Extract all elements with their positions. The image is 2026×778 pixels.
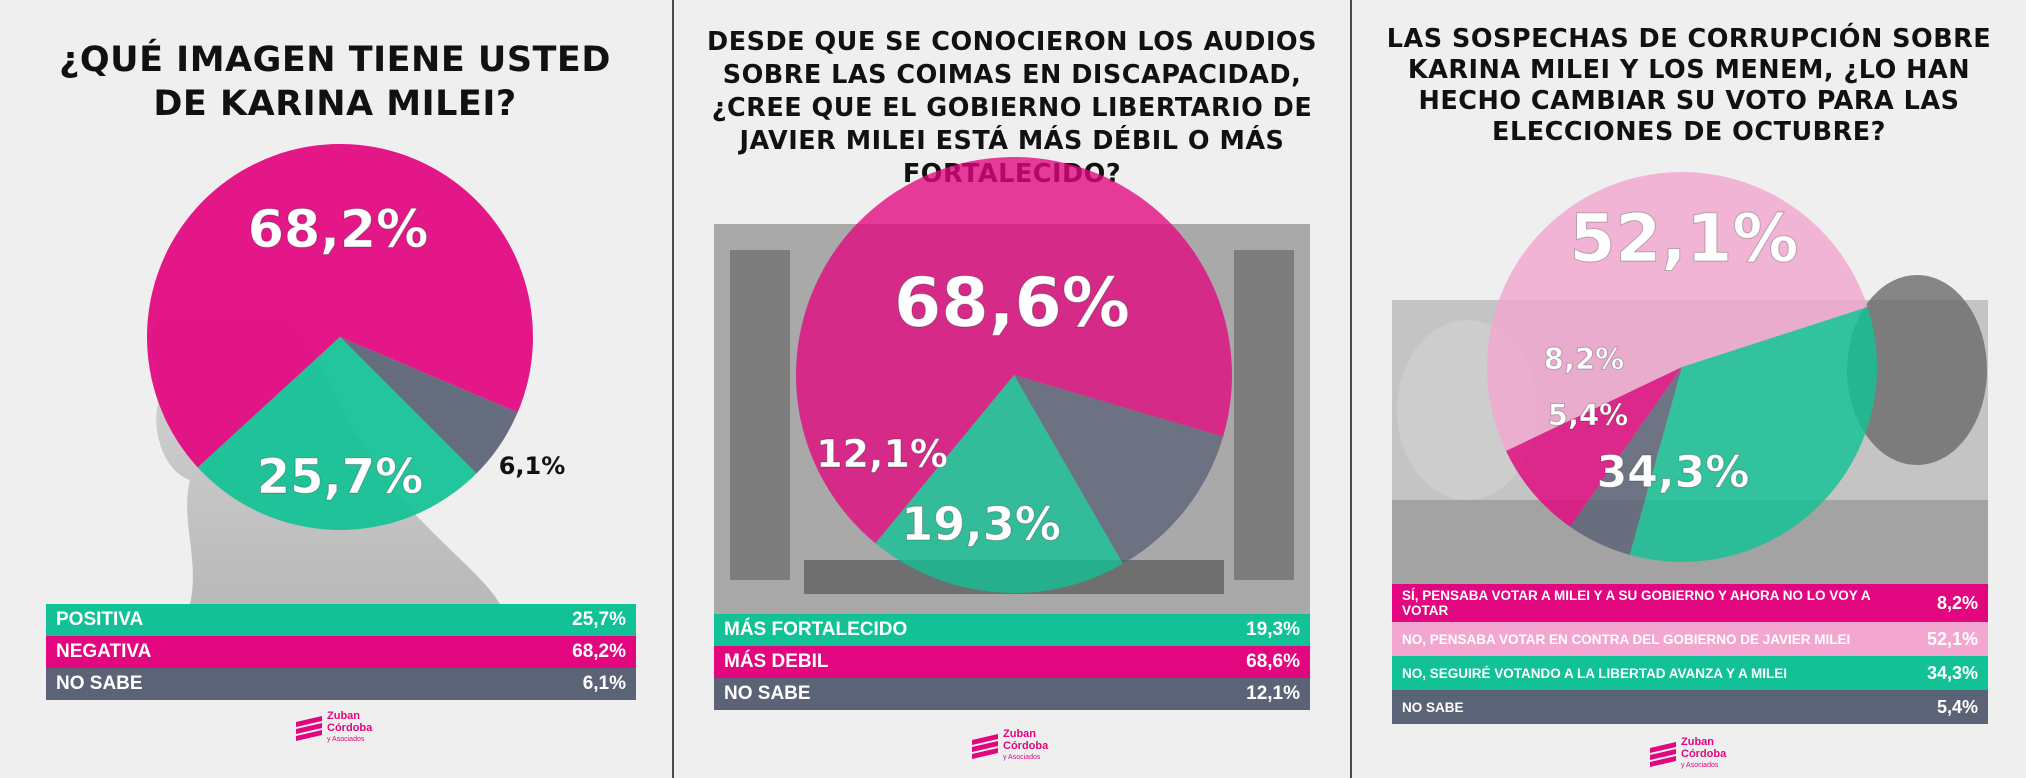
legend-row-no-sabe: NO SABE 6,1% xyxy=(46,668,636,700)
logo-line1: Zuban xyxy=(1681,736,1714,748)
data-label-1: 19,3% xyxy=(901,497,1061,551)
data-label-2: 68,2% xyxy=(248,200,428,260)
pie-slices xyxy=(1487,171,1877,563)
pie-chart: 19,3% 68,6% 12,1% xyxy=(714,157,1310,614)
logo-line2: Córdoba xyxy=(327,722,373,734)
zuban-cordoba-logo: Zuban Córdoba y Asociados xyxy=(1650,736,1726,772)
pie-slices xyxy=(795,157,1232,593)
legend-label: NO, SEGUIRÉ VOTANDO A LA LIBERTAD AVANZA… xyxy=(1402,665,1788,681)
legend-value: 52,1% xyxy=(1926,628,1978,649)
data-label-1: 25,7% xyxy=(257,449,424,505)
pie-slice-2 xyxy=(146,143,533,468)
legend-value: 68,6% xyxy=(1246,651,1300,672)
panel-divider xyxy=(672,0,674,778)
legend-row-si-cambia: SÍ, PENSABA VOTAR A MILEI Y A SU GOBIERN… xyxy=(1392,584,1988,622)
pie-slices xyxy=(146,143,533,530)
logo-stripes-icon xyxy=(296,716,322,741)
logo-line3: y Asociados xyxy=(1681,762,1719,769)
legend-value: 5,4% xyxy=(1936,696,1978,717)
legend-row-mas-debil: MÁS DEBIL 68,6% xyxy=(714,646,1310,678)
chart-title: LAS SOSPECHAS DE CORRUPCIÓN SOBRE KARINA… xyxy=(1386,24,1992,147)
legend-label: SÍ, PENSABA VOTAR A MILEI Y A SU GOBIERN… xyxy=(1402,588,1871,618)
logo-line1: Zuban xyxy=(1003,728,1036,740)
chart-title: ¿QUÉ IMAGEN TIENE USTED DE KARINA MILEI? xyxy=(59,40,611,124)
logo-stripes-icon xyxy=(972,734,998,759)
legend-label: NEGATIVA xyxy=(56,641,152,662)
pie-slice-1 xyxy=(875,375,1123,593)
pie-slice-2 xyxy=(795,157,1232,544)
data-label-1: 8,2% xyxy=(1544,342,1624,376)
legend-label: NO SABE xyxy=(56,673,143,694)
legend-value: 25,7% xyxy=(572,609,626,630)
pie-slice-3 xyxy=(340,337,518,474)
legend-value: 19,3% xyxy=(1246,619,1300,640)
legend-row-positiva: POSITIVA 25,7% xyxy=(46,604,636,636)
pie-slice-2 xyxy=(1487,171,1868,451)
pie-chart: 25,7% 68,2% 6,1% xyxy=(146,143,566,604)
logo-line2: Córdoba xyxy=(1003,740,1049,752)
legend-row-no-en-contra: NO, PENSABA VOTAR EN CONTRA DEL GOBIERNO… xyxy=(1392,622,1988,656)
pie-slice-4 xyxy=(1570,367,1682,555)
pie-slice-1 xyxy=(1505,367,1682,527)
legend-row-sigue-lla: NO, SEGUIRÉ VOTANDO A LA LIBERTAD AVANZA… xyxy=(1392,656,1988,690)
pie-slice-3 xyxy=(1629,307,1877,563)
legend-row-negativa: NEGATIVA 68,2% xyxy=(46,636,636,668)
panel-divider xyxy=(1350,0,1352,778)
legend-value: 12,1% xyxy=(1246,683,1300,704)
chart-panel-vote-change: LAS SOSPECHAS DE CORRUPCIÓN SOBRE KARINA… xyxy=(1352,0,2026,778)
legend-value: 8,2% xyxy=(1936,592,1978,613)
legend-row-no-sabe: NO SABE 5,4% xyxy=(1392,690,1988,724)
legend: SÍ, PENSABA VOTAR A MILEI Y A SU GOBIERN… xyxy=(1392,584,1988,724)
data-label-3: 12,1% xyxy=(816,432,948,476)
chart-panel-government-strength: DESDE QUE SE CONOCIERON LOS AUDIOS SOBRE… xyxy=(674,0,1350,778)
zuban-cordoba-logo: Zuban Córdoba y Asociados xyxy=(296,710,372,746)
legend-row-no-sabe: NO SABE 12,1% xyxy=(714,678,1310,710)
legend-label: MÁS DEBIL xyxy=(724,651,829,672)
legend-label: NO SABE xyxy=(724,683,811,704)
zuban-cordoba-logo: Zuban Córdoba y Asociados xyxy=(972,728,1048,764)
data-label-2: 52,1% xyxy=(1570,200,1799,277)
legend-row-mas-fortalecido: MÁS FORTALECIDO 19,3% xyxy=(714,614,1310,646)
logo-stripes-icon xyxy=(1650,742,1676,767)
chart-panel-karina-image: ¿QUÉ IMAGEN TIENE USTED DE KARINA MILEI?… xyxy=(0,0,672,778)
legend: POSITIVA 25,7% NEGATIVA 68,2% NO SABE 6,… xyxy=(46,604,636,700)
legend-value: 68,2% xyxy=(572,641,626,662)
logo-line3: y Asociados xyxy=(327,736,365,743)
legend-value: 6,1% xyxy=(582,673,626,694)
legend-label: NO SABE xyxy=(1402,699,1464,715)
data-label-3: 34,3% xyxy=(1597,447,1750,498)
pie-slice-3 xyxy=(1014,375,1224,564)
logo-line2: Córdoba xyxy=(1681,748,1727,760)
data-label-3: 6,1% xyxy=(499,452,566,480)
logo-line3: y Asociados xyxy=(1003,754,1041,761)
logo-line1: Zuban xyxy=(327,710,360,722)
data-label-4: 5,4% xyxy=(1548,398,1628,432)
legend-label: MÁS FORTALECIDO xyxy=(724,619,908,640)
legend-value: 34,3% xyxy=(1926,662,1978,683)
legend-label: POSITIVA xyxy=(56,609,144,630)
legend-label: NO, PENSABA VOTAR EN CONTRA DEL GOBIERNO… xyxy=(1402,631,1851,647)
pie-chart: 8,2% 52,1% 34,3% 5,4% xyxy=(1392,171,1988,584)
data-label-2: 68,6% xyxy=(894,264,1130,343)
legend: MÁS FORTALECIDO 19,3% MÁS DEBIL 68,6% NO… xyxy=(714,614,1310,710)
pie-slice-1 xyxy=(197,337,477,530)
